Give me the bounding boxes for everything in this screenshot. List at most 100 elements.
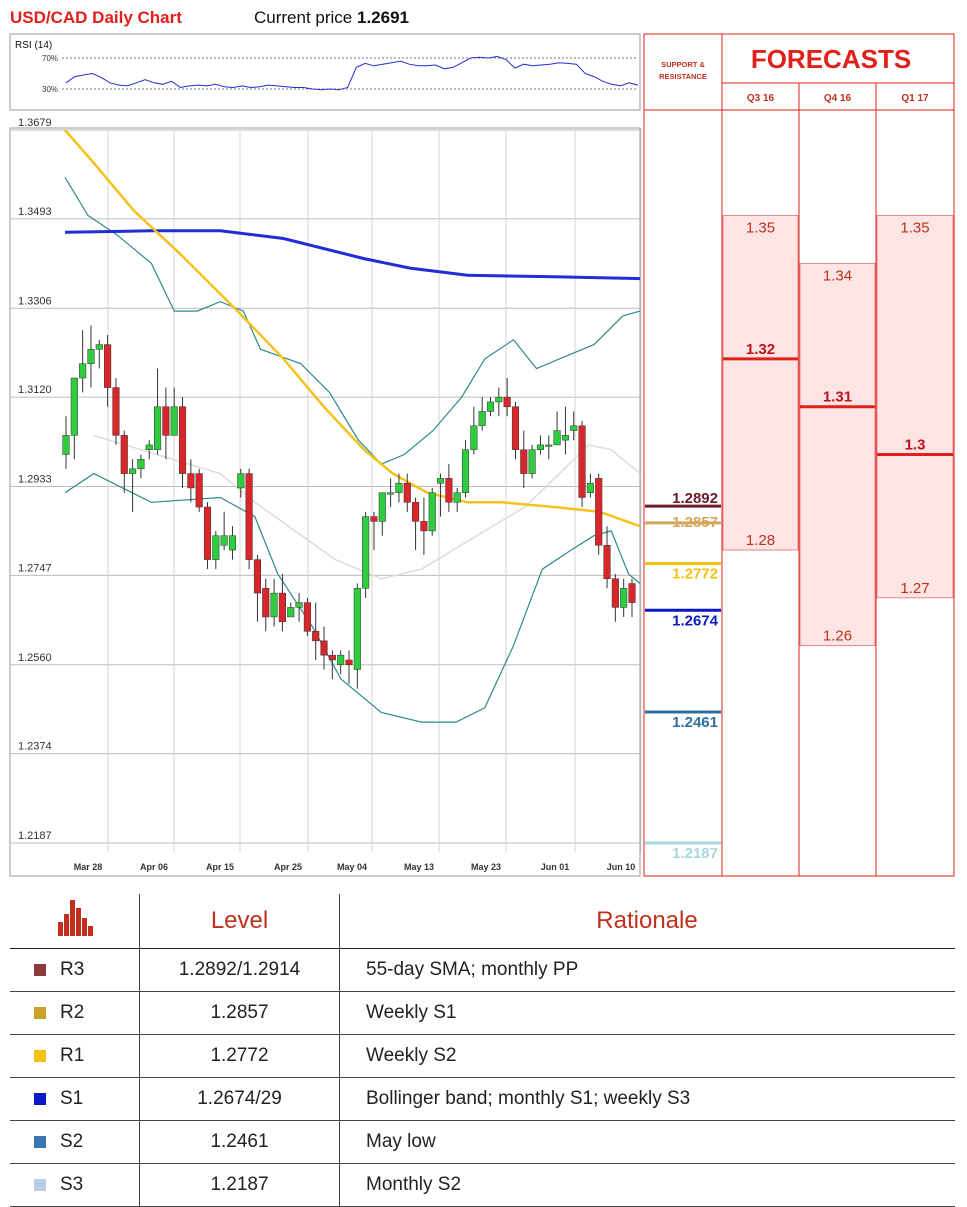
x-tick-label: Jun 10 <box>607 862 636 872</box>
sr-level-label: 1.2461 <box>672 714 718 731</box>
level-code-cell: R2 <box>10 991 140 1035</box>
candle-body <box>403 482 411 503</box>
candle-body <box>203 506 212 560</box>
level-rationale: Weekly S2 <box>339 1034 955 1078</box>
candle-body <box>170 406 178 436</box>
forecast-low: 1.28 <box>746 532 775 549</box>
level-code: R3 <box>60 959 85 980</box>
candle-body <box>303 602 311 632</box>
candle-body <box>528 449 536 474</box>
y-tick-label: 1.2374 <box>18 741 52 753</box>
levels-table: Level Rationale R3 1.2892/1.2914 55-day SM… <box>10 894 955 1207</box>
candle-body <box>120 435 128 474</box>
table-row: R1 1.2772 Weekly S2 <box>10 1034 955 1078</box>
forecast-mid: 1.32 <box>746 341 775 358</box>
candle-body <box>412 502 420 522</box>
level-header: Level <box>139 894 340 949</box>
candle-body <box>245 473 253 560</box>
table-row: R2 1.2857 Weekly S1 <box>10 991 955 1035</box>
candle-body <box>578 425 586 498</box>
level-code-cell: S1 <box>10 1077 140 1121</box>
rsi-label: RSI (14) <box>15 40 52 51</box>
candle-body <box>378 492 386 522</box>
level-color-swatch <box>34 1006 46 1019</box>
forecast-low: 1.26 <box>823 628 852 645</box>
x-tick-label: Mar 28 <box>74 862 103 872</box>
candle-body <box>553 430 561 446</box>
level-value: 1.2461 <box>139 1120 340 1164</box>
candle-body <box>145 444 153 450</box>
candle-body <box>387 492 395 495</box>
candle-body <box>112 387 120 436</box>
forecast-range-band <box>876 215 954 599</box>
level-value: 1.2857 <box>139 991 340 1035</box>
y-tick-label: 1.2187 <box>18 830 52 842</box>
level-code-cell: S3 <box>10 1163 140 1207</box>
level-rationale: 55-day SMA; monthly PP <box>339 948 955 992</box>
rsi-line <box>65 55 639 91</box>
candle-body <box>345 659 353 666</box>
rationale-header: Rationale <box>339 894 955 949</box>
candle-body <box>195 473 203 508</box>
candle-body <box>62 435 70 455</box>
level-code-cell: R3 <box>10 948 140 992</box>
level-code: S2 <box>60 1131 84 1152</box>
candle-body <box>478 411 486 427</box>
current-price-label: Current price <box>254 8 353 27</box>
x-tick-label: Jun 01 <box>541 862 570 872</box>
candle-body <box>595 478 603 546</box>
candle-body <box>70 377 78 436</box>
rsi-tick: 70% <box>42 54 58 63</box>
sr-title-line2: RESISTANCE <box>659 72 707 81</box>
price-panel: 1.3679 1.3493 1.3306 1.3120 1.2933 1.2747 1.25… <box>9 117 642 877</box>
forecast-period: Q1 17 <box>901 93 929 104</box>
price-frame <box>9 127 641 877</box>
forecasts-panel: FORECASTS Q3 16 1.35 1.32 1.28 Q4 16 1.34 1.31 1… <box>721 33 955 877</box>
sr-frame <box>643 33 723 877</box>
candle-body <box>162 406 170 436</box>
candle-body <box>453 492 461 503</box>
candle-body <box>395 482 403 493</box>
candle-body <box>420 521 428 532</box>
bollinger-lower-line <box>64 472 641 723</box>
level-color-swatch <box>34 1178 46 1191</box>
table-header-row: Level Rationale <box>10 894 955 949</box>
candle-body <box>295 602 303 608</box>
candle-body <box>262 588 270 618</box>
x-tick-label: May 13 <box>404 862 434 872</box>
y-tick-label: 1.2560 <box>18 652 52 664</box>
level-value: 1.2674/29 <box>139 1077 340 1121</box>
forecast-period: Q3 16 <box>747 93 775 104</box>
current-price: Current price 1.2691 <box>254 8 409 28</box>
sr-level-label: 1.2857 <box>672 514 718 531</box>
table-row: S3 1.2187 Monthly S2 <box>10 1163 955 1207</box>
candle-body <box>178 406 187 474</box>
level-rationale: May low <box>339 1120 955 1164</box>
level-color-swatch <box>34 963 46 976</box>
candle-body <box>362 516 370 589</box>
level-value: 1.2772 <box>139 1034 340 1078</box>
level-value: 1.2187 <box>139 1163 340 1207</box>
candle-body <box>79 363 87 379</box>
candle-body <box>611 578 619 608</box>
level-color-swatch <box>34 1135 46 1148</box>
candle-body <box>312 631 320 642</box>
x-tick-label: Apr 06 <box>140 862 168 872</box>
level-code: S1 <box>60 1088 84 1109</box>
forecast-high: 1.34 <box>823 267 852 284</box>
candle-body <box>287 607 295 618</box>
usdcad-chart: RSI (14)70%30% 1.36791.34931.33061.31201… <box>9 33 955 877</box>
candle-body <box>270 592 278 618</box>
rsi-panel: RSI (14) 70% 30% <box>9 33 641 111</box>
candle-body <box>445 478 453 503</box>
candle-body <box>137 459 145 470</box>
forecast-range-band <box>799 262 876 647</box>
table-row: R3 1.2892/1.2914 55-day SMA; monthly PP <box>10 948 955 992</box>
x-tick-label: May 23 <box>471 862 501 872</box>
candle-body <box>220 535 228 546</box>
candle-body <box>253 559 261 594</box>
x-tick-label: May 04 <box>337 862 367 872</box>
sma200-line <box>64 229 641 281</box>
candle-body <box>545 444 553 447</box>
sr-level-label: 1.2674 <box>672 612 719 629</box>
